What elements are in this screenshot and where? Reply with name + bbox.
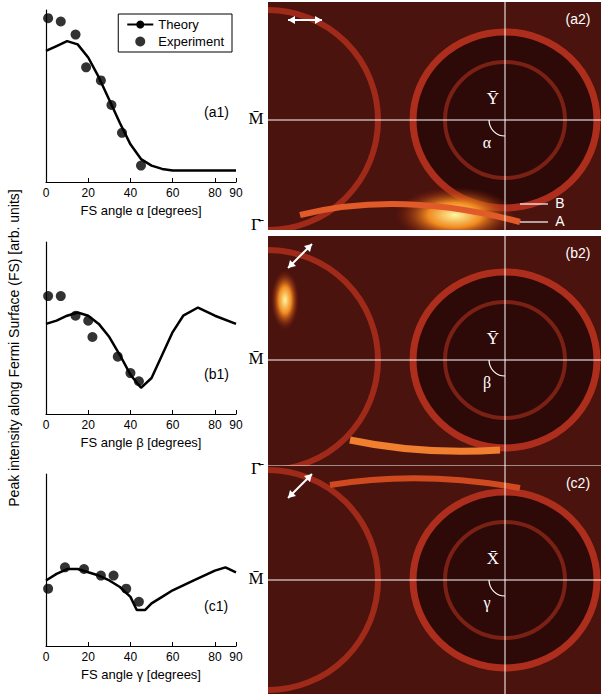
svg-text:Γ̄: Γ̄	[251, 459, 264, 478]
svg-text:0: 0	[43, 418, 50, 432]
svg-text:FS angle γ [degrees]: FS angle γ [degrees]	[81, 667, 201, 682]
svg-text:60: 60	[166, 186, 180, 200]
svg-text:A: A	[555, 213, 565, 229]
svg-text:FS angle β [degrees]: FS angle β [degrees]	[81, 435, 202, 450]
svg-text:80: 80	[208, 650, 222, 664]
svg-text:X̄: X̄	[487, 549, 499, 568]
svg-text:(b2): (b2)	[566, 245, 591, 261]
svg-text:80: 80	[208, 418, 222, 432]
svg-text:40: 40	[124, 650, 138, 664]
svg-text:FS angle α [degrees]: FS angle α [degrees]	[81, 203, 202, 218]
svg-text:M̄: M̄	[248, 569, 263, 588]
svg-text:80: 80	[208, 186, 222, 200]
svg-text:60: 60	[166, 650, 180, 664]
svg-text:0: 0	[43, 650, 50, 664]
svg-text:(c1): (c1)	[204, 598, 228, 614]
svg-text:20: 20	[82, 186, 96, 200]
svg-text:Ȳ: Ȳ	[487, 89, 499, 108]
svg-text:M̄: M̄	[248, 109, 263, 128]
svg-text:Γ̄: Γ̄	[251, 215, 264, 234]
svg-text:Experiment: Experiment	[158, 34, 224, 49]
svg-text:(c2): (c2)	[566, 475, 590, 491]
svg-text:B: B	[555, 195, 564, 211]
svg-text:M̄: M̄	[248, 349, 263, 368]
svg-text:α: α	[483, 134, 492, 151]
svg-text:0: 0	[43, 186, 50, 200]
svg-text:Theory: Theory	[158, 17, 199, 32]
svg-text:40: 40	[124, 418, 138, 432]
svg-text:Ȳ: Ȳ	[487, 329, 499, 348]
svg-text:20: 20	[82, 418, 96, 432]
svg-text:90: 90	[229, 186, 243, 200]
svg-text:(a1): (a1)	[204, 104, 229, 120]
svg-text:60: 60	[166, 418, 180, 432]
svg-text:90: 90	[229, 418, 243, 432]
svg-text:β: β	[483, 374, 491, 392]
svg-text:40: 40	[124, 186, 138, 200]
svg-text:(b1): (b1)	[204, 366, 229, 382]
svg-text:(a2): (a2)	[566, 11, 591, 27]
svg-text:90: 90	[229, 650, 243, 664]
svg-text:Peak intensity along Fermi Sur: Peak intensity along Fermi Surface (FS) …	[6, 189, 22, 506]
svg-text:γ: γ	[482, 594, 490, 612]
svg-text:20: 20	[82, 650, 96, 664]
